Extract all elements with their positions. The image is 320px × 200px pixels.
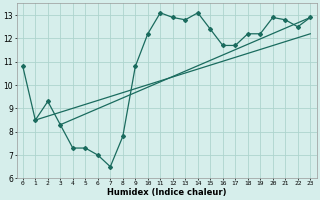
X-axis label: Humidex (Indice chaleur): Humidex (Indice chaleur): [107, 188, 226, 197]
